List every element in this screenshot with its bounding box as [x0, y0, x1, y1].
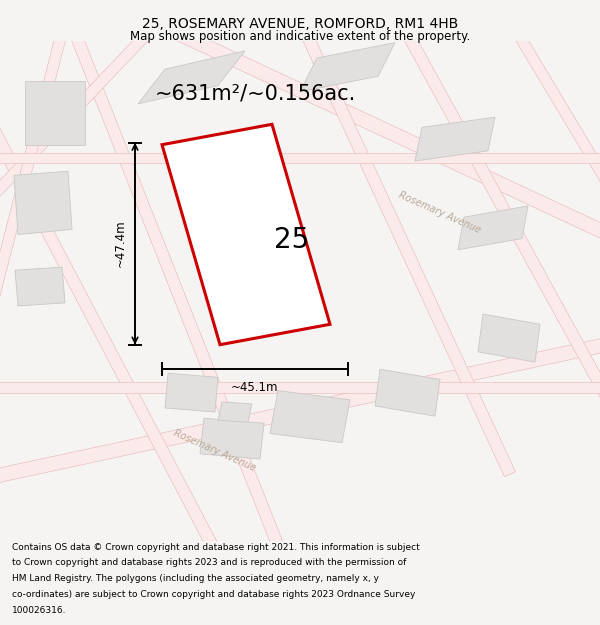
Polygon shape [415, 117, 495, 161]
Polygon shape [0, 382, 600, 393]
Polygon shape [162, 124, 330, 345]
Polygon shape [300, 42, 395, 92]
Text: Rosemary Avenue: Rosemary Avenue [172, 428, 257, 474]
Polygon shape [0, 153, 600, 163]
Text: Map shows position and indicative extent of the property.: Map shows position and indicative extent… [130, 30, 470, 43]
Polygon shape [478, 314, 540, 362]
Text: ~631m²/~0.156ac.: ~631m²/~0.156ac. [155, 84, 356, 104]
Polygon shape [147, 14, 600, 246]
Polygon shape [0, 334, 600, 486]
Polygon shape [395, 18, 600, 406]
Text: 25, ROSEMARY AVENUE, ROMFORD, RM1 4HB: 25, ROSEMARY AVENUE, ROMFORD, RM1 4HB [142, 18, 458, 31]
Text: Rosemary Avenue: Rosemary Avenue [397, 189, 482, 235]
Text: ~45.1m: ~45.1m [231, 381, 279, 394]
Polygon shape [295, 18, 515, 477]
Text: to Crown copyright and database rights 2023 and is reproduced with the permissio: to Crown copyright and database rights 2… [12, 558, 406, 568]
Polygon shape [458, 206, 528, 250]
Text: HM Land Registry. The polygons (including the associated geometry, namely x, y: HM Land Registry. The polygons (includin… [12, 574, 379, 583]
Polygon shape [64, 18, 286, 553]
Polygon shape [0, 16, 164, 202]
Text: co-ordinates) are subject to Crown copyright and database rights 2023 Ordnance S: co-ordinates) are subject to Crown copyr… [12, 590, 415, 599]
Polygon shape [505, 18, 600, 207]
Text: 100026316.: 100026316. [12, 606, 67, 615]
Polygon shape [14, 171, 72, 234]
Polygon shape [15, 267, 65, 306]
Polygon shape [138, 51, 245, 104]
Polygon shape [218, 402, 252, 422]
Polygon shape [25, 81, 85, 145]
Text: 25: 25 [274, 226, 310, 254]
Polygon shape [0, 119, 220, 554]
Polygon shape [375, 369, 440, 416]
Polygon shape [0, 19, 70, 353]
Polygon shape [270, 391, 350, 442]
Text: Contains OS data © Crown copyright and database right 2021. This information is : Contains OS data © Crown copyright and d… [12, 542, 420, 551]
Polygon shape [165, 373, 218, 412]
Polygon shape [200, 418, 264, 459]
Text: ~47.4m: ~47.4m [114, 220, 127, 268]
